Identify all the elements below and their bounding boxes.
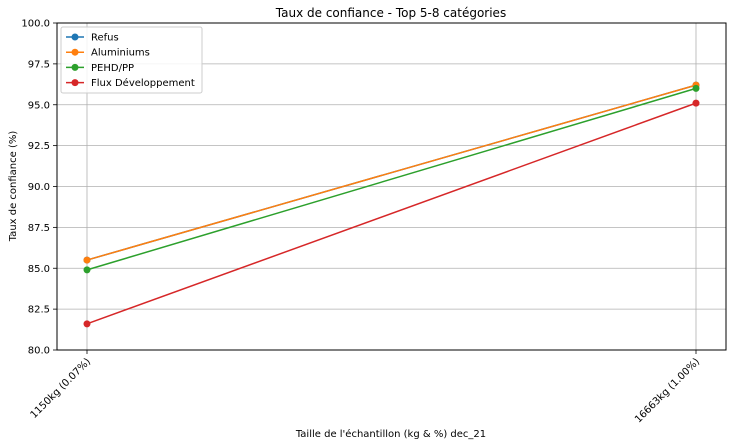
y-tick-label: 90.0 (28, 182, 50, 193)
data-point (692, 84, 700, 92)
legend-marker (71, 33, 79, 41)
x-axis-ticks: 1150kg (0.07%) 16663kg (1.00%) (29, 350, 702, 425)
y-tick-label: 80.0 (28, 346, 50, 357)
y-tick-label: 100.0 (21, 19, 50, 30)
y-tick-label: 97.5 (28, 59, 50, 70)
y-axis-label: Taux de confiance (%) (8, 131, 19, 243)
legend-label: Aluminiums (91, 48, 150, 59)
legend-label: Refus (91, 33, 119, 44)
series-line (86, 84, 697, 261)
data-point (83, 320, 91, 328)
data-point (83, 266, 91, 274)
data-point (692, 99, 700, 107)
legend-label: Flux Développement (91, 77, 195, 89)
legend: Refus Aluminiums PEHD/PP Flux Développement (60, 26, 203, 94)
series-line (86, 87, 697, 271)
x-tick-label: 16663kg (1.00%) (633, 356, 702, 425)
legend-marker (71, 79, 79, 87)
chart-title: Taux de confiance - Top 5-8 catégories (275, 6, 506, 20)
data-point (83, 256, 91, 264)
y-tick-label: 95.0 (28, 100, 50, 111)
series-layer (83, 81, 700, 328)
series-line (86, 102, 697, 325)
y-axis-ticks: 80.0 82.5 85.0 87.5 90.0 92.5 95.0 97.5 100.0 (21, 19, 57, 357)
x-axis-label: Taille de l'échantillon (kg & %) dec_21 (295, 428, 486, 440)
y-tick-label: 87.5 (28, 223, 50, 234)
y-tick-label: 82.5 (28, 305, 50, 316)
legend-marker (71, 63, 79, 71)
legend-frame (60, 26, 203, 94)
y-tick-label: 85.0 (28, 264, 50, 275)
legend-label: PEHD/PP (91, 63, 134, 74)
y-tick-label: 92.5 (28, 141, 50, 152)
legend-marker (71, 48, 79, 56)
x-tick-label: 1150kg (0.07%) (29, 356, 94, 421)
